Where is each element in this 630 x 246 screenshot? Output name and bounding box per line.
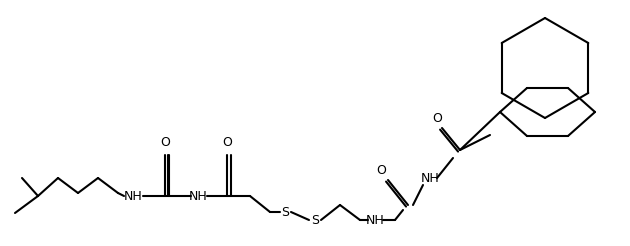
Text: S: S (311, 214, 319, 227)
Text: NH: NH (365, 214, 384, 227)
Text: NH: NH (188, 189, 207, 202)
Text: O: O (222, 137, 232, 150)
Text: O: O (160, 137, 170, 150)
Text: S: S (281, 205, 289, 218)
Text: NH: NH (123, 189, 142, 202)
Text: O: O (432, 111, 442, 124)
Text: O: O (376, 164, 386, 176)
Text: NH: NH (421, 171, 439, 184)
